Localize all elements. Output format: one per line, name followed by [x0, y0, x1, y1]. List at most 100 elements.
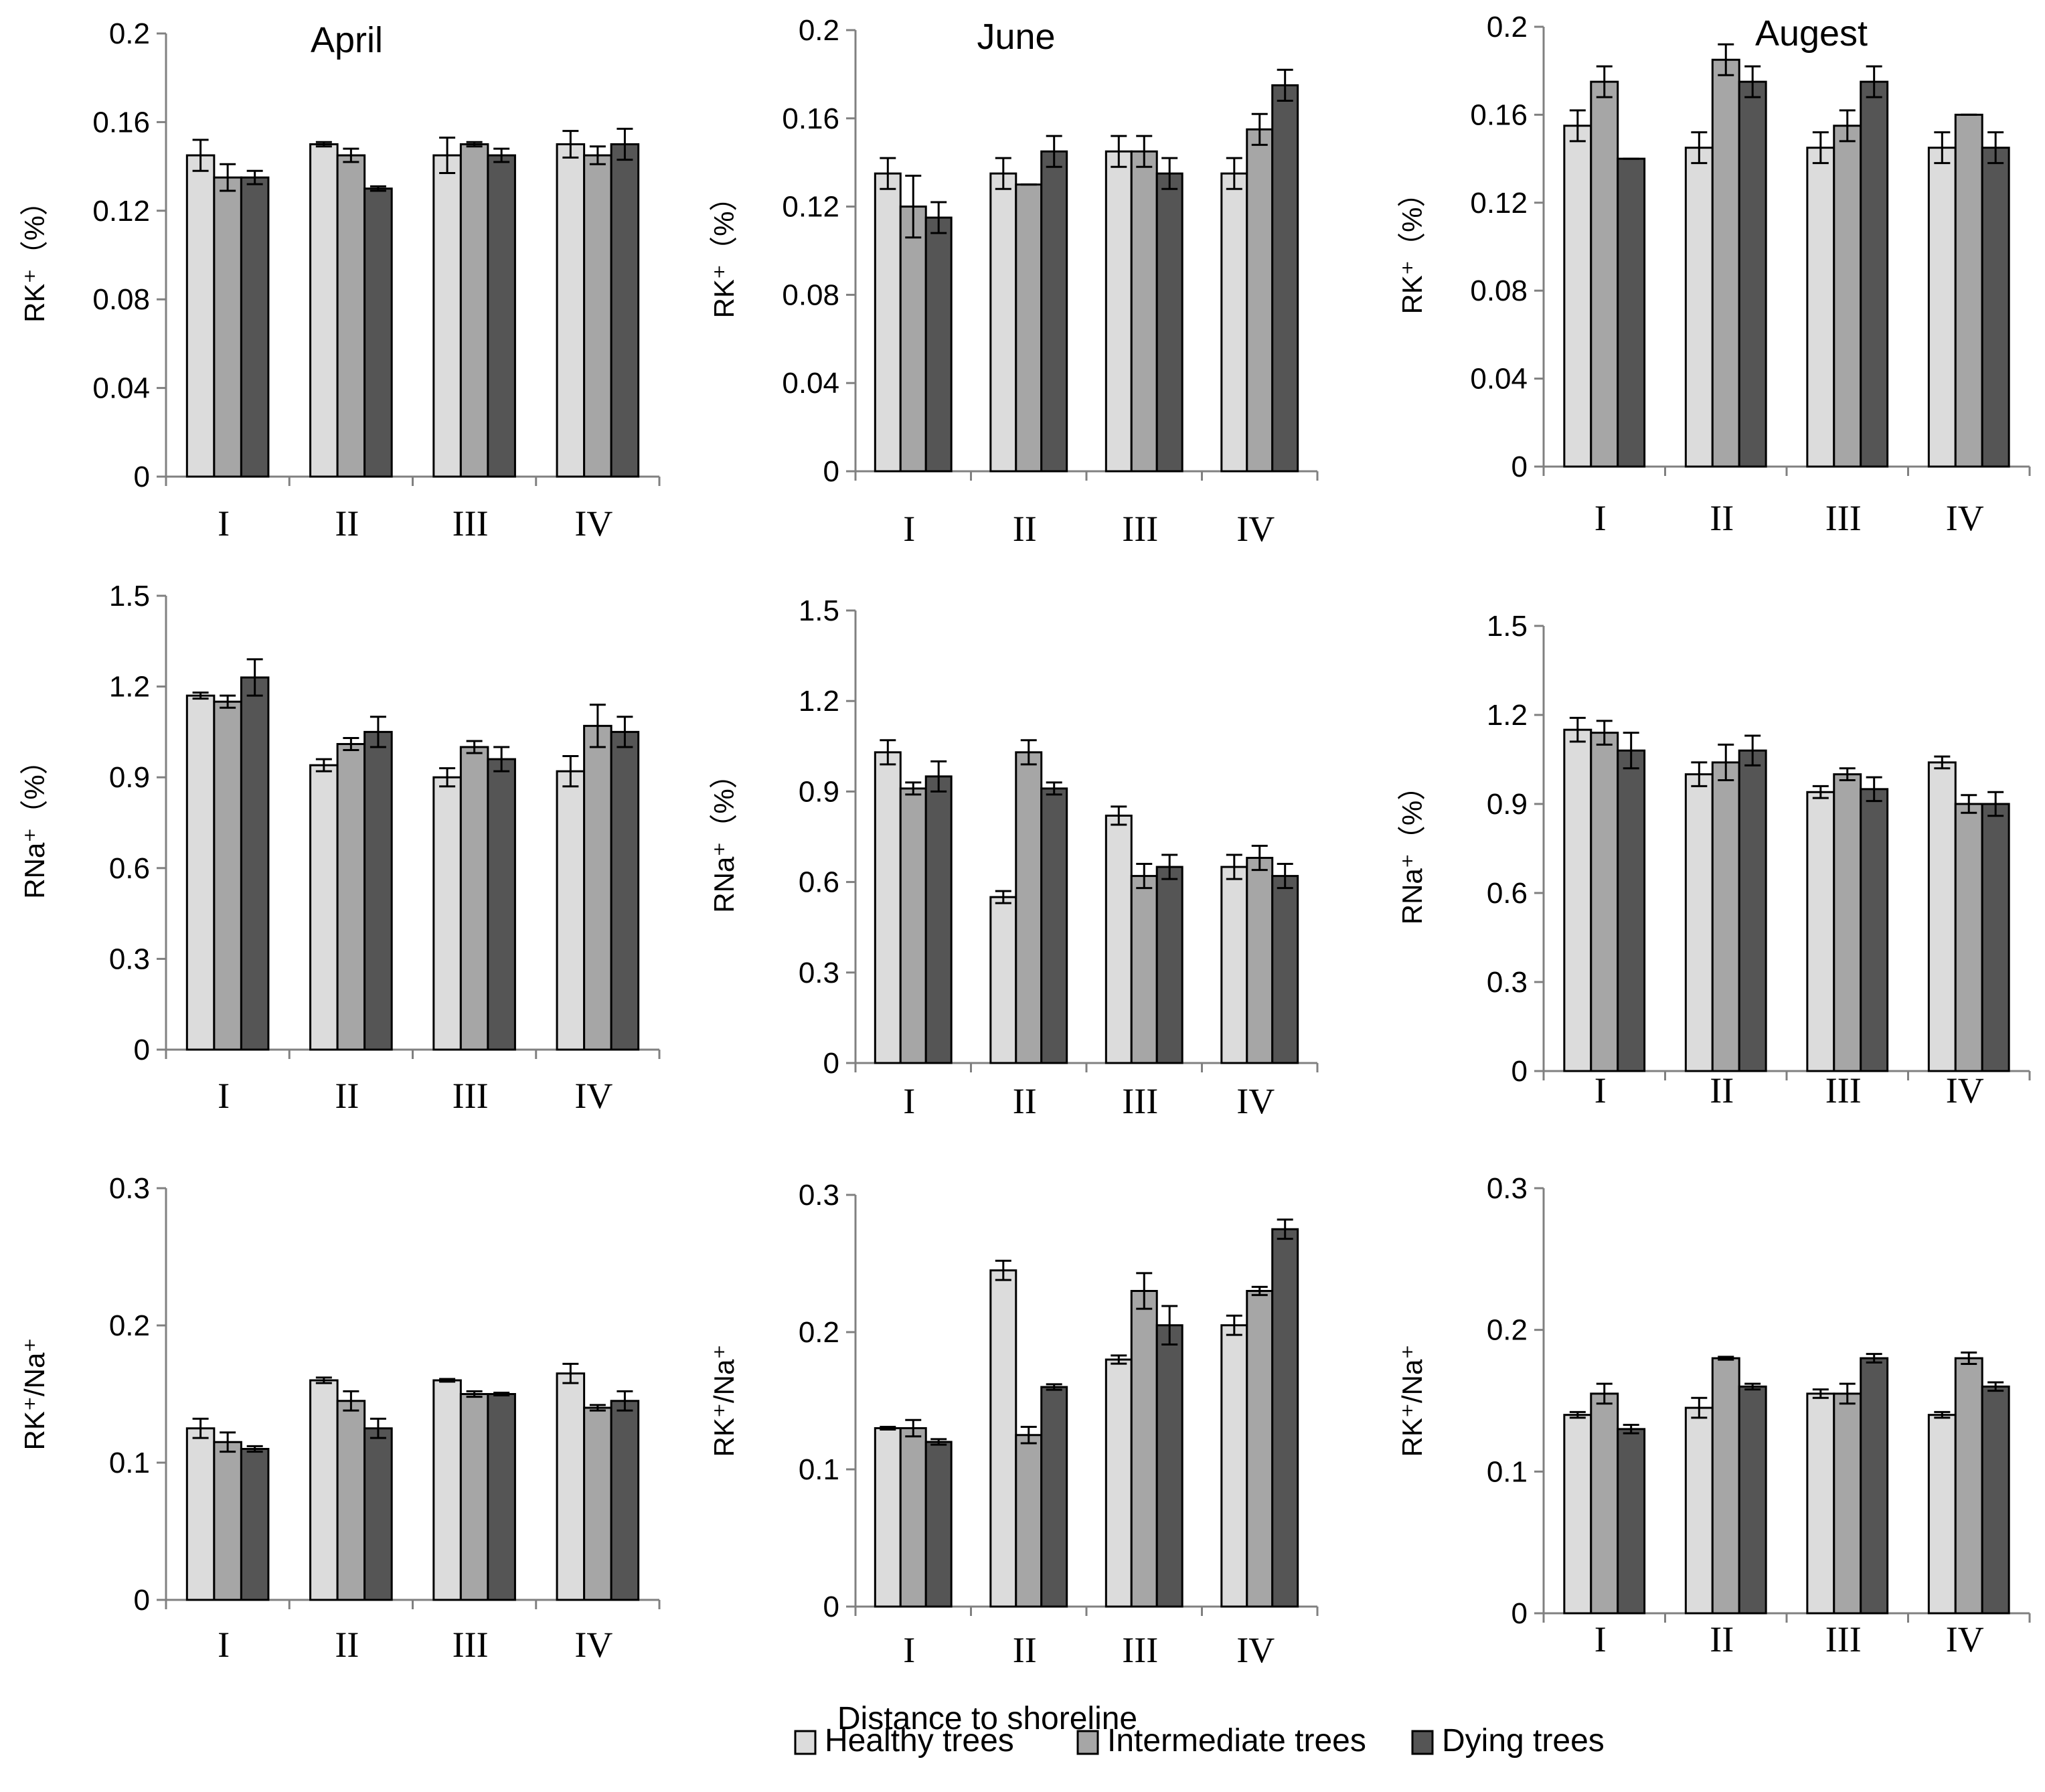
y-axis-label: RK⁺/Na⁺ [708, 1344, 740, 1457]
bar-healthy-trees-i [874, 1427, 902, 1608]
bar-healthy-trees-i [1563, 1414, 1592, 1615]
bar-intermediate-trees-ii [1711, 1357, 1740, 1615]
bar-dying-trees-iii [1155, 172, 1183, 473]
bar-dying-trees-i [924, 775, 953, 1064]
y-tick-label: 0 [134, 1584, 150, 1617]
category-label-ii: II [335, 1076, 359, 1116]
category-label-iv: IV [1236, 509, 1275, 549]
category-label-i: I [1594, 1070, 1607, 1111]
bar-intermediate-trees-i [899, 787, 927, 1064]
legend-swatch-healthy-trees [794, 1730, 817, 1755]
y-tick-label: 0.1 [799, 1453, 839, 1486]
y-tick-label: 1.5 [1487, 610, 1528, 643]
legend-swatch-dying-trees [1411, 1730, 1434, 1755]
bar-dying-trees-iv [1981, 1385, 2010, 1615]
bar-healthy-trees-ii [989, 172, 1017, 473]
y-tick-label: 0.04 [92, 372, 150, 405]
bar-intermediate-trees-iv [1954, 1357, 1983, 1615]
y-tick-label: 0.3 [799, 1179, 839, 1212]
bar-intermediate-trees-ii [336, 154, 366, 478]
bar-intermediate-trees-iii [1130, 1290, 1158, 1608]
category-label-iv: IV [1946, 498, 1984, 538]
bar-intermediate-trees-ii [1015, 1434, 1043, 1608]
y-tick-label: 0.6 [799, 866, 839, 899]
category-label-iv: IV [1946, 1070, 1984, 1111]
y-axis-label: RNa⁺（%） [708, 760, 740, 913]
y-tick-label: 0 [823, 1047, 839, 1080]
bar-dying-trees-iii [487, 154, 516, 478]
bar-intermediate-trees-iii [1833, 1392, 1862, 1615]
bar-healthy-trees-iii [1105, 1358, 1133, 1608]
category-label-i: I [218, 1076, 230, 1116]
bar-healthy-trees-i [185, 154, 216, 478]
bar-healthy-trees-ii [1684, 147, 1714, 468]
bar-healthy-trees-iv [1220, 1324, 1248, 1608]
panel-title-augest: Augest [1755, 13, 1868, 54]
y-axis-label: RK⁺（%） [708, 183, 740, 319]
bar-healthy-trees-iv [556, 143, 586, 478]
bar-dying-trees-iii [1155, 1324, 1183, 1608]
bar-dying-trees-ii [363, 730, 393, 1051]
bar-dying-trees-iii [1860, 80, 1889, 468]
bar-intermediate-trees-i [1590, 732, 1619, 1072]
y-tick-label: 0.3 [109, 943, 150, 975]
legend-label-healthy-trees: Healthy trees [825, 1723, 1014, 1759]
y-tick-label: 0.16 [1470, 98, 1528, 131]
y-tick-label: 0.08 [1470, 274, 1528, 307]
category-label-i: I [218, 1625, 230, 1665]
bar-dying-trees-ii [1738, 749, 1767, 1072]
category-label-iv: IV [1236, 1630, 1275, 1670]
bar-dying-trees-i [924, 1441, 953, 1608]
y-axis-label: RK⁺（%） [19, 187, 50, 323]
y-tick-label: 0.16 [92, 106, 150, 139]
y-tick-label: 0.2 [1487, 1314, 1528, 1347]
legend-swatch-intermediate-trees [1076, 1730, 1099, 1755]
y-tick-label: 0.2 [109, 17, 150, 50]
bar-healthy-trees-i [874, 172, 902, 473]
bar-dying-trees-ii [1040, 787, 1068, 1064]
y-tick-label: 0 [1511, 451, 1528, 483]
bar-healthy-trees-i [1563, 125, 1592, 468]
y-tick-label: 1.5 [799, 594, 839, 627]
y-tick-label: 0.16 [782, 102, 839, 135]
y-tick-label: 1.2 [109, 671, 150, 704]
category-label-iii: III [1122, 509, 1158, 549]
category-label-ii: II [1013, 1081, 1037, 1121]
bar-intermediate-trees-iv [1954, 113, 1983, 468]
bar-healthy-trees-iv [1927, 761, 1957, 1072]
y-tick-label: 0.12 [782, 191, 839, 224]
y-axis-label: RK⁺（%） [1396, 179, 1428, 315]
legend-label-intermediate-trees: Intermediate trees [1107, 1723, 1366, 1759]
category-label-iv: IV [574, 1625, 612, 1665]
bar-intermediate-trees-ii [1711, 761, 1740, 1072]
bar-intermediate-trees-i [899, 206, 927, 473]
category-label-i: I [1594, 1619, 1607, 1659]
category-label-iii: III [1825, 1619, 1862, 1659]
bar-intermediate-trees-iii [459, 143, 489, 478]
category-label-i: I [903, 1081, 915, 1121]
bar-healthy-trees-iii [432, 1379, 462, 1601]
bar-healthy-trees-ii [989, 896, 1017, 1064]
y-tick-label: 0.3 [109, 1172, 150, 1205]
bar-intermediate-trees-iii [1833, 125, 1862, 468]
category-label-iii: III [1122, 1081, 1158, 1121]
category-label-iv: IV [574, 1076, 612, 1116]
bar-healthy-trees-ii [309, 1379, 339, 1601]
bar-healthy-trees-iv [556, 770, 586, 1051]
category-label-ii: II [1710, 498, 1734, 538]
bar-dying-trees-ii [1040, 1386, 1068, 1608]
y-tick-label: 0 [823, 1591, 839, 1623]
y-tick-label: 0.2 [799, 14, 839, 47]
y-tick-label: 0 [823, 455, 839, 488]
bar-healthy-trees-ii [309, 764, 339, 1051]
y-tick-label: 0.3 [1487, 1172, 1528, 1205]
bar-healthy-trees-i [874, 751, 902, 1064]
category-label-iii: III [453, 1625, 489, 1665]
bar-healthy-trees-ii [989, 1269, 1017, 1608]
bar-dying-trees-iv [610, 1400, 640, 1601]
